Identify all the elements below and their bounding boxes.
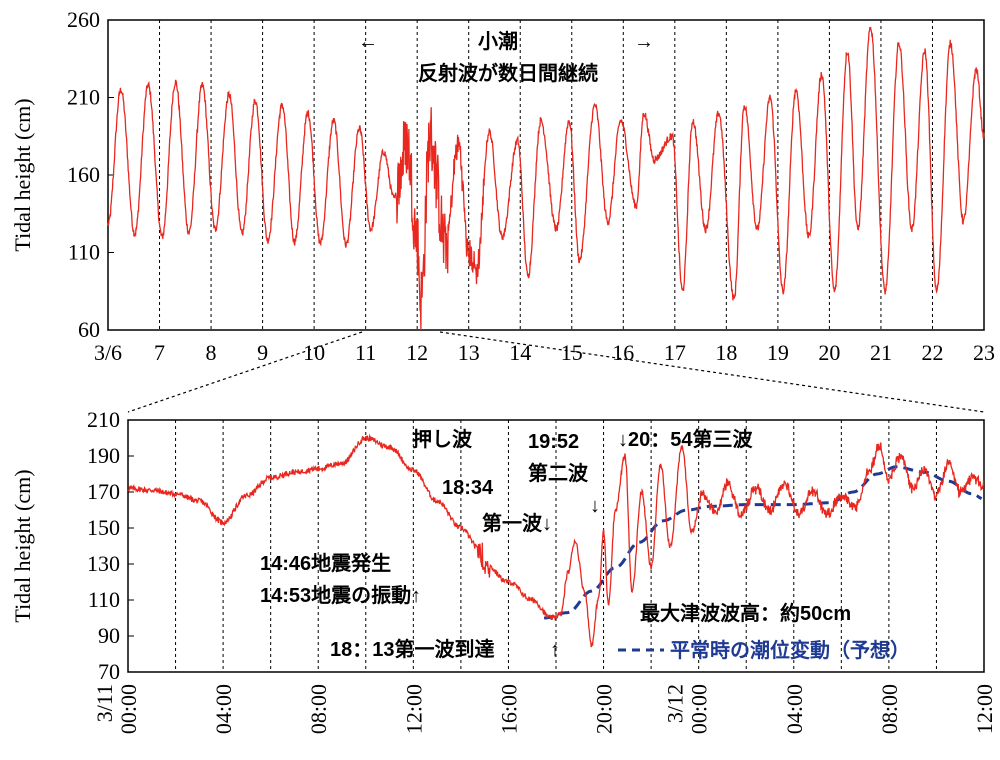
top-y-tick-label: 60: [78, 317, 100, 342]
top-x-tick-label: 15: [561, 340, 583, 365]
top-x-tick-label: 17: [664, 340, 686, 365]
bottom-y-tick-label: 170: [87, 479, 120, 504]
bottom-chart-observed-line: [127, 433, 985, 648]
top-chart-y-ticks: 60 110 160 210 260: [67, 7, 114, 342]
bottom-y-tick-label: 110: [88, 587, 120, 612]
annotation-first-wave-arrival-arrow: ↑: [550, 639, 560, 661]
bottom-chart-y-ticks: 70 90 110 130 150 170 190 210: [87, 407, 134, 684]
bottom-chart-y-axis-label: Tidal height (cm): [10, 469, 35, 622]
bottom-x-tick-label-time: 00:00: [116, 684, 141, 734]
bottom-y-tick-label: 210: [87, 407, 120, 432]
top-chart: 60 110 160 210 260 3/6 7 8 9 10 11 12 13 14 15 16 17 18 1…: [10, 7, 995, 365]
bottom-x-tick-label-time: 04:00: [782, 684, 807, 734]
annotation-time-1834: 18:34: [442, 477, 494, 499]
top-chart-series-line: [107, 26, 985, 331]
bottom-x-tick-label-time: 08:00: [306, 684, 331, 734]
top-x-tick-label: 13: [458, 340, 480, 365]
top-x-tick-label: 9: [257, 340, 268, 365]
top-x-tick-label: 16: [612, 340, 634, 365]
bottom-y-tick-label: 130: [87, 551, 120, 576]
top-chart-y-axis-label: Tidal height (cm): [10, 98, 35, 251]
bottom-x-tick-label-time: 20:00: [592, 684, 617, 734]
bottom-chart-gridlines: [175, 420, 937, 672]
top-y-tick-label: 160: [67, 162, 100, 187]
top-annotation-arrow-left: ←: [358, 31, 378, 53]
zoom-connector-right: [439, 331, 985, 413]
bottom-x-tick-label-time: 04:00: [211, 684, 236, 734]
annotation-time-1952: 19:52: [528, 431, 579, 453]
bottom-y-tick-label: 190: [87, 443, 120, 468]
annotation-earthquake-vibration: 14:53地震の振動↑: [260, 584, 421, 607]
top-x-tick-label: 22: [921, 340, 943, 365]
bottom-x-tick-label-time: 12:00: [401, 684, 426, 734]
top-x-tick-label: 21: [870, 340, 892, 365]
top-x-tick-label: 11: [355, 340, 376, 365]
bottom-x-tick-label-time: 12:00: [972, 684, 997, 734]
top-x-tick-label: 7: [154, 340, 165, 365]
zoom-connector-left: [127, 331, 363, 413]
annotation-first-wave: 第一波↓: [482, 511, 552, 535]
annotation-first-wave-arrival: 18：13第一波到達: [330, 637, 495, 661]
top-y-tick-label: 210: [67, 85, 100, 110]
bottom-chart-x-ticks: 00:003/11 04:00 08:00 12:00 16:00 20:00 00:003…: [92, 684, 997, 734]
annotation-third-wave: ↓20：54第三波: [618, 427, 753, 451]
top-x-tick-label: 10: [303, 340, 325, 365]
top-chart-x-ticks: 3/6 7 8 9 10 11 12 13 14 15 16 17 18 19 20 21 22 23: [94, 340, 995, 365]
top-chart-gridlines: [159, 20, 933, 330]
top-annotation-reflected-wave: 反射波が数日間継続: [418, 61, 598, 85]
bottom-x-tick-label-date: 3/12: [663, 684, 688, 723]
top-x-tick-label: 23: [973, 340, 995, 365]
top-annotation-neap-tide: 小潮: [478, 30, 518, 53]
bottom-y-tick-label: 70: [98, 659, 120, 684]
annotation-second-wave-arrow: ↓: [590, 495, 600, 517]
top-x-tick-label: 3/6: [94, 340, 122, 365]
top-x-tick-label: 12: [406, 340, 428, 365]
top-x-tick-label: 8: [206, 340, 217, 365]
bottom-chart-plot-frame: [127, 419, 985, 673]
top-annotation-arrow-right: →: [634, 31, 654, 53]
top-x-tick-label: 14: [509, 340, 531, 365]
top-y-tick-label: 110: [68, 240, 100, 265]
annotation-second-wave: 第二波: [528, 461, 589, 485]
bottom-x-tick-label-time: 00:00: [687, 684, 712, 734]
annotation-max-tsunami-height: 最大津波波高：約50cm: [640, 601, 851, 625]
top-x-tick-label: 19: [767, 340, 789, 365]
bottom-x-tick-label-date: 3/11: [92, 684, 117, 722]
bottom-y-tick-label: 150: [87, 515, 120, 540]
legend-normal-tide-label: 平常時の潮位変動（予想）: [670, 638, 910, 662]
bottom-y-tick-label: 90: [98, 623, 120, 648]
top-x-tick-label: 18: [715, 340, 737, 365]
annotation-push-wave: 押し波: [412, 427, 473, 451]
top-x-tick-label: 20: [818, 340, 840, 365]
bottom-chart-normal-tide-line: [544, 465, 983, 620]
annotation-earthquake: 14:46地震発生: [260, 551, 391, 575]
top-y-tick-label: 260: [67, 7, 100, 32]
bottom-x-tick-label-time: 08:00: [877, 684, 902, 734]
bottom-x-tick-label-time: 16:00: [496, 684, 521, 734]
